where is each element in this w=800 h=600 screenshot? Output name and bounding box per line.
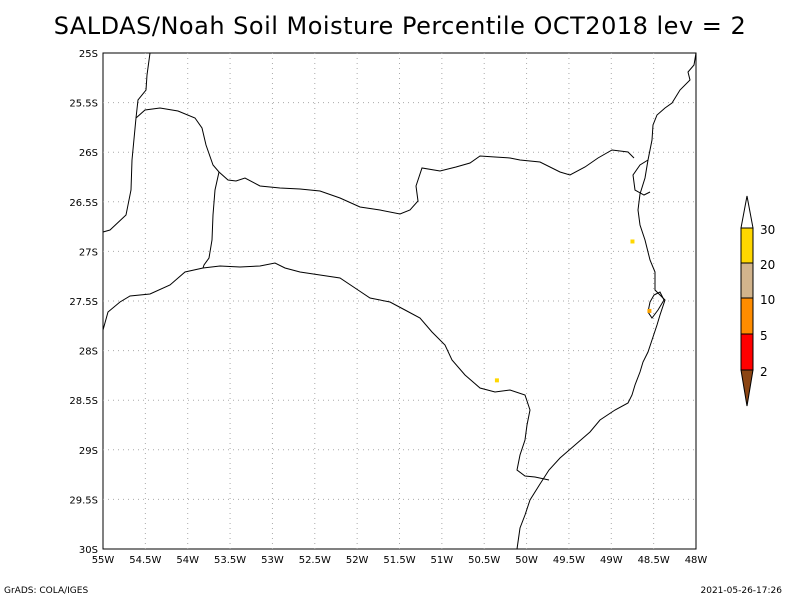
boundaries [102, 52, 697, 550]
map-title: SALDAS/Noah Soil Moisture Percentile OCT… [53, 12, 747, 40]
x-tick-label: 54.5W [129, 555, 161, 566]
x-tick-label: 51.5W [383, 555, 415, 566]
argentina-border-west [102, 52, 151, 233]
state-border-pr-sc [135, 107, 635, 215]
y-tick-label: 26.5S [69, 198, 98, 209]
x-tick-label: 50.5W [468, 555, 500, 566]
y-tick-label: 28.5S [69, 396, 98, 407]
y-tick-label: 30S [79, 545, 98, 556]
x-tick-label: 49W [600, 555, 623, 566]
legend-label-20: 20 [760, 258, 775, 272]
x-tick-label: 49.5W [553, 555, 585, 566]
percentile-pixel [647, 308, 652, 313]
y-tick-label: 25S [79, 49, 98, 60]
y-tick-label: 26S [79, 148, 98, 159]
footer-credit: GrADS: COLA/IGES [4, 586, 89, 596]
y-tick-label: 27S [79, 247, 98, 258]
x-tick-label: 48W [685, 555, 708, 566]
x-tick-label: 52.5W [299, 555, 331, 566]
state-border-inner [202, 171, 220, 269]
highlight-points [494, 239, 652, 383]
legend-label-5: 5 [760, 329, 768, 343]
legend-arrow-bottom [740, 369, 754, 407]
x-tick-label: 51W [431, 555, 454, 566]
coastline [516, 52, 697, 550]
legend-box-10-20 [740, 262, 754, 299]
y-tick-label: 27.5S [69, 297, 98, 308]
y-tick-label: 28S [79, 347, 98, 358]
x-tick-label: 53W [261, 555, 284, 566]
legend-arrow-top [740, 195, 754, 229]
legend-box-2-5 [740, 333, 754, 371]
colorbar: 30 20 10 5 2 [740, 195, 775, 407]
x-axis-labels: 55W 54.5W 54W 53.5W 53W 52.5W 52W 51.5W 51W 50.5W… [92, 555, 708, 566]
state-border-sc-rs [102, 262, 550, 481]
legend-label-10: 10 [760, 293, 775, 307]
legend-box-20-30 [740, 227, 754, 264]
x-tick-label: 55W [92, 555, 115, 566]
x-tick-label: 53.5W [214, 555, 246, 566]
y-tick-label: 29S [79, 446, 98, 457]
x-tick-label: 54W [176, 555, 199, 566]
footer-timestamp: 2021-05-26-17:26 [700, 586, 783, 596]
island [647, 291, 665, 319]
y-axis-labels: 25S 25.5S 26S 26.5S 27S 27.5S 28S 28.5S 29S 29.5S… [69, 49, 98, 556]
coastline-detail [632, 159, 651, 196]
legend-box-5-10 [740, 297, 754, 335]
map-frame [102, 52, 697, 550]
x-tick-label: 50W [515, 555, 538, 566]
percentile-pixel [494, 378, 499, 383]
percentile-pixel [630, 239, 635, 244]
y-tick-label: 25.5S [69, 99, 98, 110]
legend-label-2: 2 [760, 365, 768, 379]
y-tick-label: 29.5S [69, 495, 98, 506]
legend-label-30: 30 [760, 223, 775, 237]
x-tick-label: 48.5W [638, 555, 670, 566]
x-tick-label: 52W [346, 555, 369, 566]
